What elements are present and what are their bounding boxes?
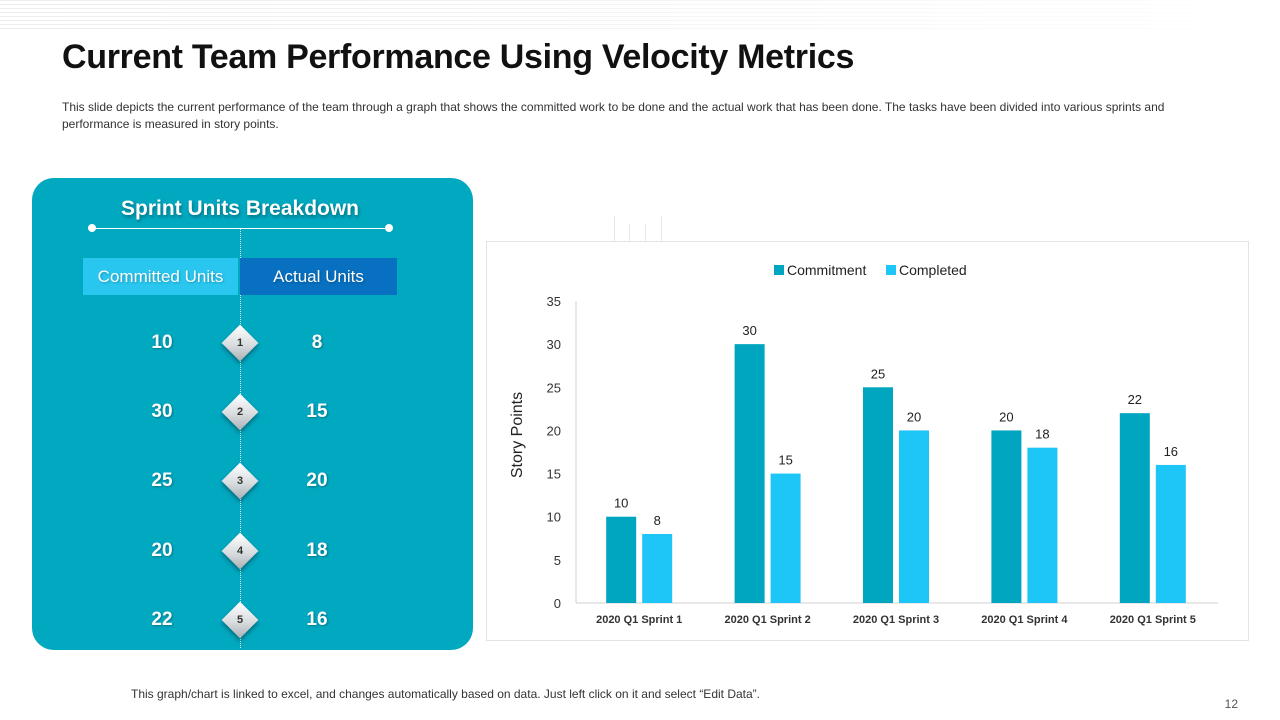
sprint-row: 30 2 15 bbox=[32, 392, 473, 432]
x-tick-label: 2020 Q1 Sprint 4 bbox=[981, 614, 1068, 626]
sprint-number: 1 bbox=[236, 337, 244, 349]
committed-value: 20 bbox=[151, 540, 173, 561]
committed-value: 30 bbox=[151, 401, 173, 422]
commitment-bar bbox=[606, 516, 637, 603]
sprint-number: 3 bbox=[236, 475, 244, 487]
bar-data-label: 22 bbox=[1128, 392, 1142, 407]
actual-units-header: Actual Units bbox=[240, 258, 397, 295]
actual-value: 8 bbox=[311, 332, 323, 353]
sprint-row: 22 5 16 bbox=[32, 600, 473, 640]
legend-label: Completed bbox=[899, 262, 967, 278]
y-axis-label: Story Points bbox=[509, 392, 526, 478]
completed-bar bbox=[1155, 464, 1186, 603]
y-tick-label: 20 bbox=[547, 423, 561, 438]
y-tick-label: 0 bbox=[554, 596, 561, 611]
bar-data-label: 10 bbox=[614, 496, 628, 511]
y-tick-label: 10 bbox=[547, 510, 561, 525]
actual-value: 15 bbox=[306, 401, 328, 422]
center-dotted-line bbox=[240, 228, 241, 648]
y-tick-label: 5 bbox=[554, 553, 561, 568]
bar-data-label: 25 bbox=[871, 366, 885, 381]
bar-data-label: 20 bbox=[999, 409, 1013, 424]
commitment-bar bbox=[991, 430, 1022, 603]
page-number: 12 bbox=[1224, 697, 1238, 711]
sprint-row: 10 1 8 bbox=[32, 323, 473, 363]
sprint-row: 25 3 20 bbox=[32, 461, 473, 501]
title-divider bbox=[93, 228, 389, 229]
committed-units-header: Committed Units bbox=[83, 258, 238, 295]
committed-value: 22 bbox=[151, 609, 173, 630]
divider-dot-left bbox=[88, 224, 96, 232]
page-title: Current Team Performance Using Velocity … bbox=[62, 38, 855, 76]
committed-value: 10 bbox=[151, 332, 173, 353]
bar-data-label: 30 bbox=[742, 323, 756, 338]
sprint-number: 4 bbox=[236, 545, 244, 557]
sprint-row: 20 4 18 bbox=[32, 531, 473, 571]
completed-bar bbox=[770, 473, 801, 603]
y-tick-label: 25 bbox=[547, 380, 561, 395]
slide-description: This slide depicts the current performan… bbox=[62, 100, 1165, 131]
completed-bar bbox=[1027, 447, 1058, 603]
commitment-bar bbox=[863, 387, 893, 603]
sprint-number: 5 bbox=[236, 614, 244, 626]
bar-data-label: 8 bbox=[654, 513, 661, 528]
completed-bar bbox=[899, 430, 929, 603]
footer-note: This graph/chart is linked to excel, and… bbox=[131, 687, 760, 701]
x-tick-label: 2020 Q1 Sprint 5 bbox=[1110, 614, 1196, 626]
x-tick-label: 2020 Q1 Sprint 1 bbox=[596, 614, 682, 626]
panel-title: Sprint Units Breakdown bbox=[120, 197, 360, 220]
sprint-units-panel: Sprint Units Breakdown Committed Units A… bbox=[32, 178, 473, 650]
bar-data-label: 20 bbox=[907, 409, 921, 424]
x-tick-label: 2020 Q1 Sprint 2 bbox=[724, 614, 810, 626]
legend-label: Commitment bbox=[787, 262, 866, 278]
actual-value: 18 bbox=[306, 540, 328, 561]
actual-value: 20 bbox=[306, 470, 328, 491]
actual-value: 16 bbox=[306, 609, 328, 630]
y-tick-label: 15 bbox=[547, 467, 561, 482]
divider-dot-right bbox=[385, 224, 393, 232]
bar-data-label: 16 bbox=[1164, 444, 1178, 459]
commitment-bar bbox=[1119, 413, 1150, 603]
y-tick-label: 35 bbox=[547, 294, 561, 309]
y-tick-label: 30 bbox=[547, 337, 561, 352]
bar-data-label: 18 bbox=[1035, 427, 1049, 442]
bar-data-label: 15 bbox=[778, 453, 792, 468]
completed-bar bbox=[642, 533, 673, 603]
sprint-number: 2 bbox=[236, 406, 244, 418]
legend-swatch bbox=[886, 265, 896, 275]
committed-value: 25 bbox=[151, 470, 173, 491]
commitment-bar bbox=[734, 344, 765, 603]
header-decoration bbox=[0, 0, 1280, 30]
x-tick-label: 2020 Q1 Sprint 3 bbox=[853, 614, 939, 626]
legend-swatch bbox=[774, 265, 784, 275]
